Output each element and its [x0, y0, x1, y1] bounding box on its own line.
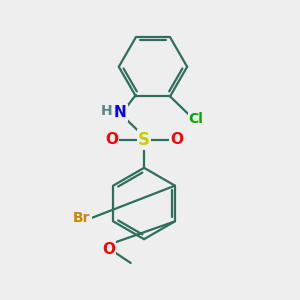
Text: O: O [102, 242, 115, 257]
Text: Br: Br [73, 212, 90, 225]
Text: O: O [170, 132, 183, 147]
Text: N: N [114, 105, 127, 120]
Text: H: H [101, 104, 113, 118]
Text: Cl: Cl [189, 112, 203, 126]
Text: O: O [105, 132, 118, 147]
Text: S: S [138, 130, 150, 148]
